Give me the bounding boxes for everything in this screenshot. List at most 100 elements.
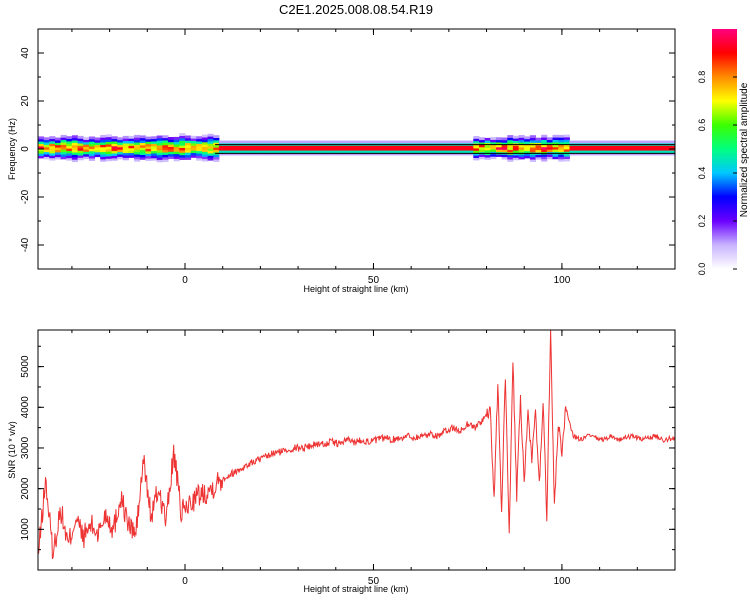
spectrogram-cell (473, 157, 480, 161)
spectrogram-cell (128, 155, 135, 158)
spectrogram-cell (139, 135, 146, 139)
spectrogram-cell (71, 135, 78, 139)
spectrogram-cell (484, 145, 491, 148)
spectrogram-cell (479, 137, 486, 141)
spectrogram-cell (139, 140, 146, 143)
spectrogram-cell (529, 140, 536, 143)
spectrogram-cell (433, 140, 440, 144)
spectrogram-cell (258, 152, 265, 156)
spectrogram-cell (552, 154, 559, 157)
spectrogram-cell (518, 156, 525, 160)
spectrogram-cell (139, 142, 146, 146)
spectrogram-cell (507, 149, 514, 153)
spectrogram-cell (382, 152, 389, 156)
spectrogram-cell (473, 150, 480, 154)
spectrogram-cell (665, 140, 672, 144)
spectrogram-cell (320, 145, 327, 149)
spectrogram-cell (349, 145, 356, 149)
spectrogram-cell (343, 140, 350, 144)
spectrogram-cell (122, 155, 129, 158)
spectrogram-cell (614, 150, 621, 153)
spectrogram-cell (507, 154, 514, 158)
spectrogram-cell (71, 159, 78, 163)
spectrogram-cell (179, 152, 186, 156)
spectrogram-cell (168, 146, 175, 150)
spectrogram-cell (66, 141, 73, 144)
x-tick-label: 100 (554, 275, 571, 286)
spectrogram-cell (179, 138, 186, 141)
spectrogram-cell (38, 136, 45, 140)
spectrogram-cell (145, 153, 152, 157)
spectrogram-cell (303, 140, 310, 144)
spectrogram-cell (422, 147, 429, 151)
spectrogram-cell (292, 140, 299, 144)
y-tick-label: 3000 (20, 436, 31, 459)
spectrogram-cell (202, 153, 209, 157)
spectrogram-cell (49, 153, 56, 156)
spectrogram-cell (252, 145, 259, 149)
spectrogram-cell (665, 152, 672, 156)
spectrogram-cell (512, 157, 519, 161)
spectrogram-cell (394, 147, 401, 151)
spectrogram-cell (122, 157, 129, 161)
spectrogram-cell (349, 150, 356, 153)
colorbar-gradient (712, 29, 737, 269)
spectrogram-cell (156, 147, 163, 151)
spectrogram-cell (524, 146, 531, 149)
spectrogram-cell (411, 147, 418, 151)
spectrogram-cell (529, 159, 536, 162)
spectrogram-cell (213, 156, 220, 160)
spectrogram-cell (439, 147, 446, 151)
spectrogram-cell (620, 140, 627, 144)
spectrogram-cell (55, 147, 62, 150)
spectrogram-cell (213, 135, 220, 138)
spectrogram-cell (185, 157, 192, 160)
spectrogram-cell (467, 140, 474, 144)
spectrogram-cell (122, 145, 129, 149)
spectrogram-cell (535, 154, 542, 158)
spectrogram-cell (541, 134, 548, 138)
spectrogram-cell (156, 137, 163, 141)
spectrogram-cell (309, 147, 316, 151)
spectrogram-cell (563, 134, 570, 138)
colorbar-tick-label: 0.0 (697, 263, 707, 276)
spectrogram-cell (648, 152, 655, 156)
spectrogram-cell (66, 136, 73, 139)
spectrogram-cell (117, 156, 124, 160)
spectrogram-cell (490, 137, 497, 140)
spectrogram-cell (38, 143, 45, 147)
spectrogram-cell (202, 146, 209, 150)
spectrogram-cell (597, 140, 604, 144)
spectrogram-cell (496, 139, 503, 143)
spectrogram-cell (597, 150, 604, 153)
spectrogram-cell (512, 145, 519, 149)
spectrogram-cell (281, 147, 288, 151)
spectrogram-cell (162, 135, 169, 139)
spectrogram-cell (111, 145, 118, 149)
spectrogram-cell (541, 154, 548, 157)
spectrogram-cell (365, 145, 372, 149)
spectrogram-cell (49, 138, 56, 142)
spectrogram-cell (275, 150, 282, 153)
spectrogram-cell (196, 136, 203, 140)
spectrogram-cell (484, 147, 491, 151)
spectrogram-cell (117, 154, 124, 157)
spectrogram-cell (524, 153, 531, 156)
spectrogram-cell (614, 152, 621, 156)
spectrogram-cell (55, 152, 62, 155)
spectrogram-cell (77, 143, 84, 146)
spectrogram-cell (100, 139, 107, 143)
spectrogram-cell (105, 156, 112, 159)
spectrogram-cell (405, 152, 412, 156)
spectrogram-cell (100, 137, 107, 141)
spectrogram-cell (66, 153, 73, 156)
spectrogram-cell (145, 146, 152, 149)
spectrogram-cell (631, 147, 638, 151)
spectrogram-cell (507, 135, 514, 138)
spectrogram-cell (501, 142, 508, 146)
spectrogram-cell (360, 147, 367, 151)
spectrogram-cell (38, 150, 45, 154)
spectrogram-cell (609, 147, 616, 151)
spectrogram-cell (399, 150, 406, 153)
spectrogram-cell (128, 143, 135, 146)
